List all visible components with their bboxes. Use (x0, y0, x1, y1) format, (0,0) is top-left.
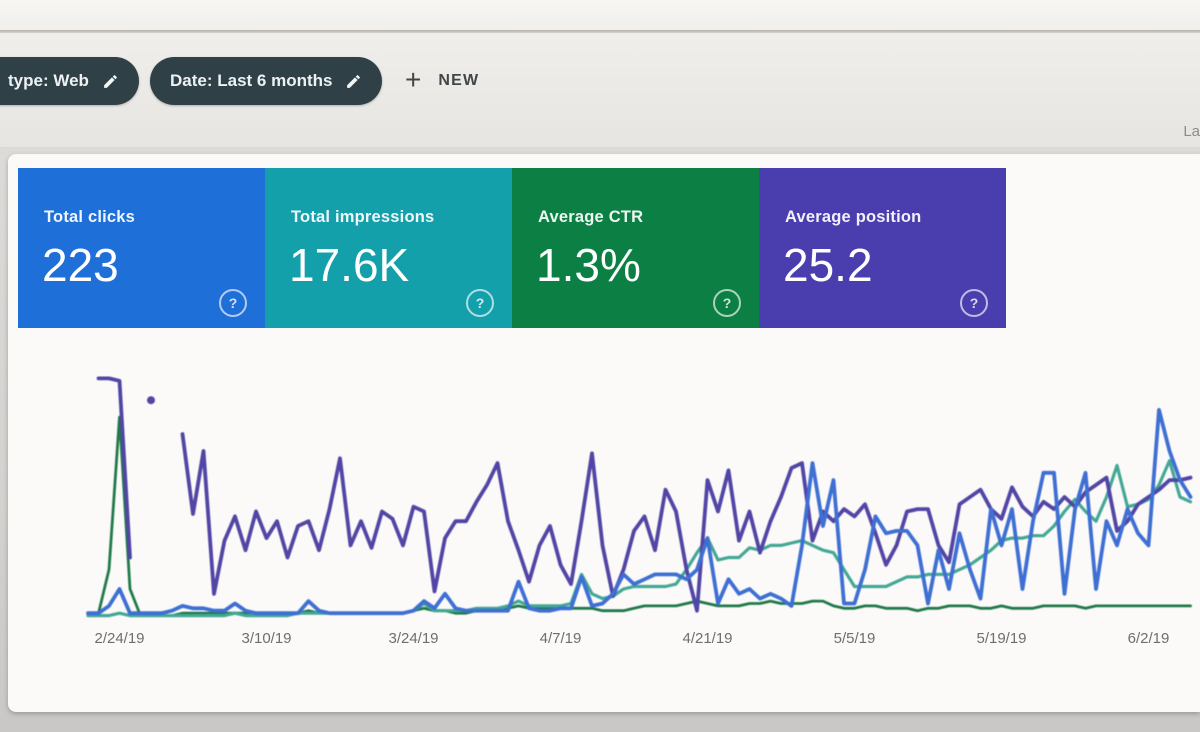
x-axis-label: 4/21/19 (682, 630, 733, 647)
chart-line-average-position (180, 432, 1193, 613)
metric-value: 223 (42, 239, 119, 291)
performance-panel: Total clicks 223 ? Total impressions 17.… (8, 154, 1200, 712)
metric-label: Total impressions (291, 208, 435, 226)
edit-pencil-icon (104, 74, 117, 88)
new-filter-button[interactable]: + NEW (405, 57, 479, 105)
x-axis-label: 3/10/19 (241, 630, 292, 647)
help-icon[interactable]: ? (219, 289, 247, 317)
chart-line-average-position (96, 376, 132, 560)
performance-chart[interactable] (8, 154, 1200, 712)
browser-edge-line (0, 30, 1200, 33)
filter-chip-label: Date: Last 6 months (170, 71, 333, 90)
chart-isolated-point (147, 396, 155, 405)
edit-pencil-icon (347, 74, 361, 88)
metric-label: Average CTR (538, 208, 644, 226)
help-icon[interactable]: ? (960, 289, 988, 317)
x-axis-label: 6/2/19 (1127, 630, 1170, 647)
metric-card-total-clicks[interactable]: Total clicks 223 ? (18, 168, 265, 328)
filter-chip-date-range[interactable]: Date: Last 6 months (150, 57, 383, 105)
plus-icon: + (405, 63, 422, 95)
monitor-top-strip (0, 0, 1200, 30)
last-updated-text-clipped: La (1183, 123, 1200, 140)
page-background: Total clicks 223 ? Total impressions 17.… (0, 148, 1200, 732)
x-axis-label: 5/5/19 (833, 630, 876, 647)
metric-value: 1.3% (536, 239, 641, 291)
x-axis-label: 5/19/19 (976, 630, 1027, 647)
metric-cards-row: Total clicks 223 ? Total impressions 17.… (18, 168, 1006, 328)
x-axis-label: 4/7/19 (539, 630, 582, 647)
metric-value: 25.2 (783, 239, 873, 291)
new-filter-label: NEW (438, 72, 480, 89)
x-axis-label: 2/24/19 (94, 630, 145, 647)
filter-chip-label: type: Web (8, 71, 89, 90)
metric-card-average-ctr[interactable]: Average CTR 1.3% ? (512, 168, 759, 328)
metric-card-total-impressions[interactable]: Total impressions 17.6K ? (265, 168, 512, 328)
metric-value: 17.6K (289, 239, 410, 291)
metric-label: Average position (785, 208, 922, 226)
help-icon[interactable]: ? (713, 289, 741, 317)
filter-bar: type: Web Date: Last 6 months + NEW La (0, 33, 1200, 148)
metric-card-average-position[interactable]: Average position 25.2 ? (759, 168, 1006, 328)
chart-line-total-impressions (86, 459, 1193, 618)
x-axis-label: 3/24/19 (388, 630, 439, 647)
chart-line-total-clicks (86, 407, 1193, 616)
filter-chip-search-type[interactable]: type: Web (0, 57, 139, 105)
help-icon[interactable]: ? (466, 289, 494, 317)
metric-label: Total clicks (44, 208, 136, 226)
